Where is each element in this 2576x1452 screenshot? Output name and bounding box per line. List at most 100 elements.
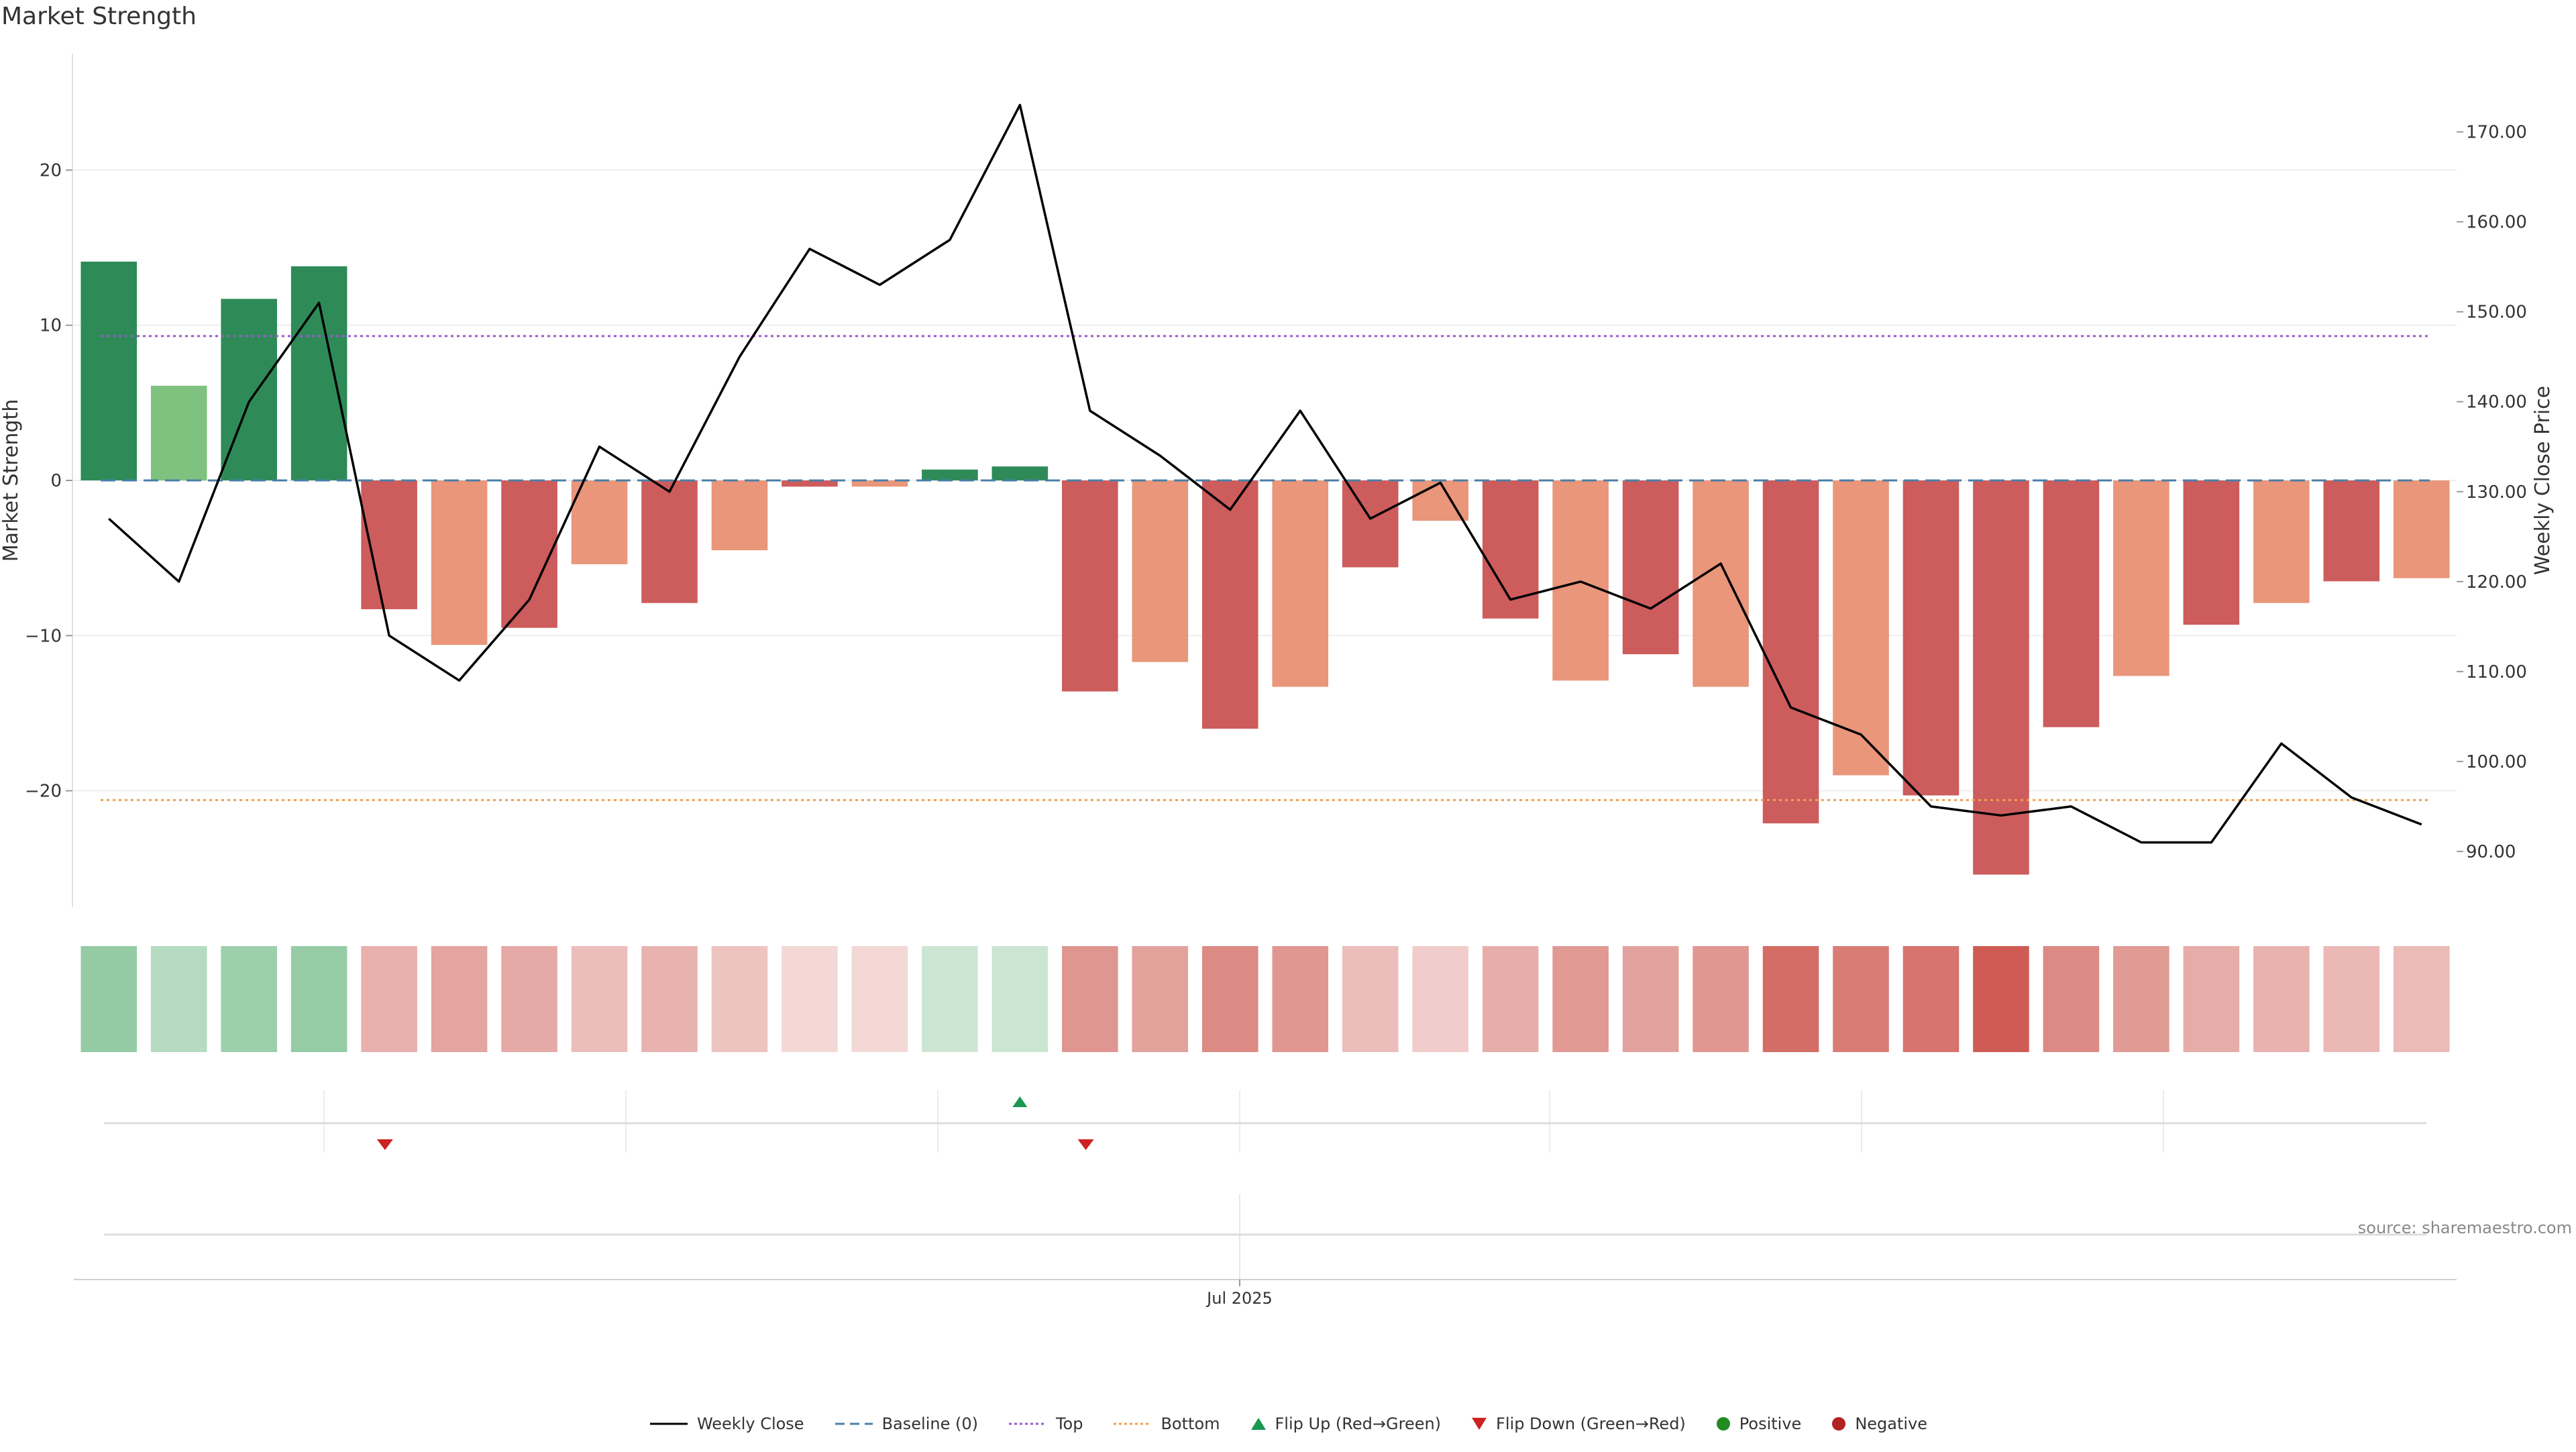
strength-bar: [2183, 480, 2240, 625]
heat-cell: [1762, 946, 1819, 1052]
heat-cell: [1201, 946, 1258, 1052]
legend-label: Top: [1055, 1414, 1083, 1433]
strength-bar: [922, 469, 978, 480]
solid-line-icon: [649, 1422, 688, 1425]
strength-bar: [2253, 480, 2310, 603]
triangle-up-icon: [1250, 1418, 1266, 1430]
strength-bar: [1833, 480, 1889, 776]
weekly-close-line: [108, 103, 2422, 844]
strength-bar: [641, 480, 698, 603]
triangle-down-icon: [1472, 1418, 1487, 1430]
strength-bar: [2043, 480, 2100, 727]
dotted-line-icon: [1008, 1422, 1046, 1425]
strength-bar: [290, 266, 347, 480]
flip-down-marker: [376, 1139, 393, 1150]
strength-bar: [80, 261, 138, 480]
heat-cell: [80, 946, 138, 1052]
circle-icon: [1716, 1417, 1730, 1431]
y2-axis-label: Weekly Close Price: [2531, 386, 2555, 575]
legend-label: Positive: [1739, 1414, 1802, 1433]
y-tick-label: 20: [40, 160, 62, 180]
heat-cell: [1412, 946, 1468, 1052]
legend-negative: Negative: [1831, 1414, 1927, 1433]
y-tick-label: 10: [40, 316, 62, 336]
reference-lines: [101, 335, 2430, 801]
heat-cell: [571, 946, 628, 1052]
legend-label: Flip Up (Red→Green): [1275, 1414, 1442, 1433]
flip-panel: [104, 1090, 2426, 1153]
flip-down-marker: [1077, 1139, 1094, 1150]
heat-cell: [1132, 946, 1189, 1052]
y-tick-label: −20: [25, 782, 62, 802]
price-line: [108, 103, 2422, 844]
y2-tick-label: 140.00: [2466, 393, 2527, 413]
strength-bar: [431, 480, 488, 645]
bottom-panel: Jul 2025: [74, 1194, 2457, 1308]
strength-bar: [150, 385, 207, 480]
heat-cell: [1482, 946, 1539, 1052]
heat-cell: [1902, 946, 1960, 1052]
legend-label: Baseline (0): [881, 1414, 978, 1433]
x-tick-label: Jul 2025: [1205, 1289, 1273, 1308]
heat-cell: [922, 946, 978, 1052]
heat-cell: [991, 946, 1049, 1052]
legend-flip-up: Flip Up (Red→Green): [1250, 1414, 1442, 1433]
legend-weekly-close: Weekly Close: [649, 1414, 804, 1433]
heat-cell: [1833, 946, 1889, 1052]
legend-baseline: Baseline (0): [834, 1414, 978, 1433]
heat-cell: [2183, 946, 2240, 1052]
heat-cell: [1272, 946, 1329, 1052]
circle-icon: [1832, 1417, 1846, 1431]
strength-bar: [1062, 480, 1118, 692]
source-note: source: sharemaestro.com: [2357, 1218, 2572, 1237]
y2-tick-label: 100.00: [2466, 752, 2527, 772]
strength-bar: [571, 480, 628, 564]
strength-bar: [2393, 480, 2450, 578]
heat-cell: [2393, 946, 2450, 1052]
strength-bar: [711, 480, 768, 551]
heat-cell: [221, 946, 277, 1052]
heat-cell: [711, 946, 768, 1052]
strength-bars: [80, 261, 2450, 875]
flip-up-marker: [1012, 1096, 1028, 1107]
y-tick-label: 0: [50, 471, 62, 491]
heat-cell: [851, 946, 908, 1052]
strength-bar: [2323, 480, 2380, 582]
legend-bottom: Bottom: [1112, 1414, 1220, 1433]
heat-cell: [501, 946, 557, 1052]
strength-bar: [1272, 480, 1329, 687]
heat-cell: [1342, 946, 1399, 1052]
legend-label: Negative: [1855, 1414, 1928, 1433]
legend-positive: Positive: [1715, 1414, 1802, 1433]
legend-label: Flip Down (Green→Red): [1496, 1414, 1686, 1433]
heat-cell: [431, 946, 488, 1052]
heat-cell: [2253, 946, 2310, 1052]
heat-strip: [80, 946, 2450, 1052]
strength-bar: [1902, 480, 1960, 796]
legend-flip-down: Flip Down (Green→Red): [1470, 1414, 1686, 1433]
legend-label: Weekly Close: [696, 1414, 804, 1433]
heat-cell: [1552, 946, 1609, 1052]
strength-bar: [1973, 480, 2029, 875]
heat-cell: [290, 946, 347, 1052]
strength-bar: [501, 480, 557, 628]
page-title: Market Strength: [1, 3, 197, 30]
dotted-line-icon: [1114, 1422, 1152, 1425]
y2-tick-label: 150.00: [2466, 303, 2527, 323]
heat-cell: [782, 946, 838, 1052]
heat-cell: [2043, 946, 2100, 1052]
y-axis-label: Market Strength: [0, 399, 23, 562]
heat-cell: [2323, 946, 2380, 1052]
axes: 20 10 0 −10 −20 170.00 160.00 150.00 140.00 130.0…: [0, 54, 2555, 907]
heat-cell: [150, 946, 207, 1052]
y2-tick-label: 170.00: [2466, 123, 2527, 143]
strength-bar: [1693, 480, 1749, 687]
strength-bar: [991, 466, 1049, 480]
strength-bar: [1342, 480, 1399, 568]
y2-tick-label: 160.00: [2466, 213, 2527, 233]
y2-tick-label: 90.00: [2466, 842, 2516, 862]
heat-cell: [2113, 946, 2169, 1052]
heat-cell: [1622, 946, 1679, 1052]
